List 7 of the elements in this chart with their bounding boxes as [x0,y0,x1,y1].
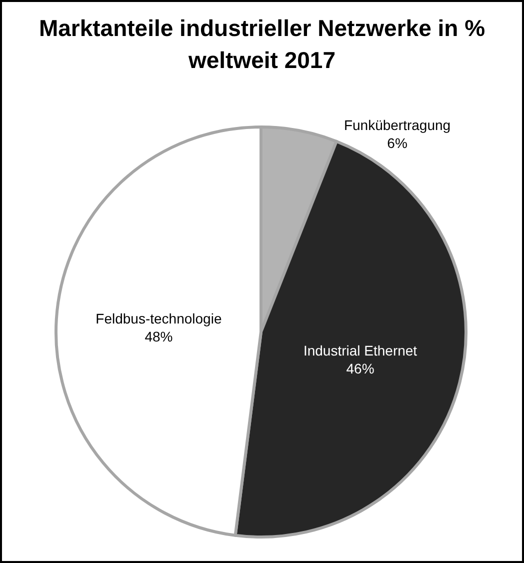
data-label: 48% [144,328,173,345]
chart-title: Marktanteile industrieller Netzwerke in % weltweit 2017 [38,15,486,73]
data-label: 46% [346,360,374,376]
data-label: 6% [387,135,408,152]
slice-label: Industrial Ethernet [303,342,418,358]
slice-label: Feldbus-technologie [96,310,222,327]
slice-label: Funkübertragung [344,117,451,134]
